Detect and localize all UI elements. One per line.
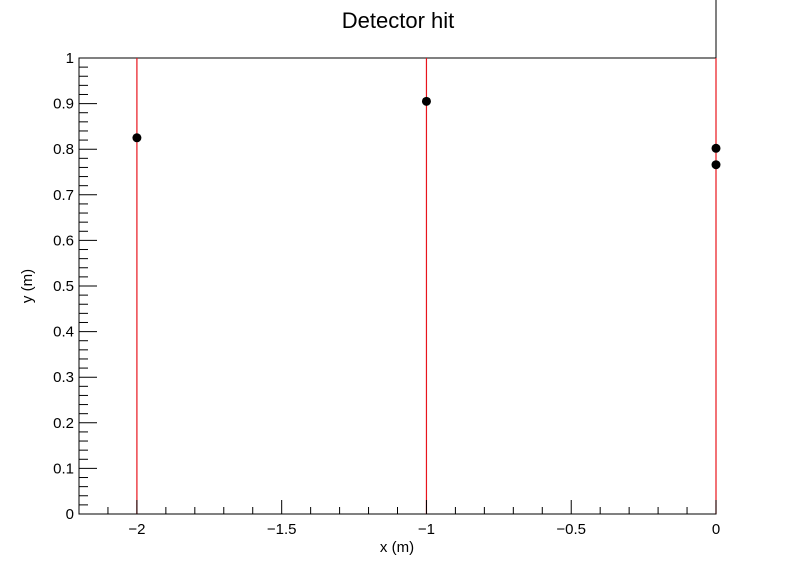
y-tick-label: 0.3 [53,369,74,386]
y-axis: 0 0.1 0.2 0.3 0.4 0.5 0.6 0.7 0.8 0.9 1 [53,50,97,523]
data-point-1 [421,96,431,106]
data-point-0 [132,133,142,143]
data-point-3 [711,160,721,170]
x-tick-label: −1.5 [267,521,297,538]
detector-lines [136,58,717,514]
x-tick-label: −2 [128,521,145,538]
data-points [132,96,721,170]
x-tick-label: −0.5 [556,521,586,538]
chart-title: Detector hit [342,8,455,33]
y-tick-label: 0 [66,506,74,523]
y-tick-label: 0.1 [53,460,74,477]
y-tick-label: 0.9 [53,96,74,113]
y-axis-label: y (m) [19,269,36,303]
y-tick-label: 1 [66,50,74,67]
y-tick-label: 0.8 [53,141,74,158]
y-tick-label: 0.5 [53,278,74,295]
x-axis-label: x (m) [380,539,414,556]
y-tick-label: 0.4 [53,324,74,341]
x-tick-label: −1 [418,521,435,538]
data-point-2 [711,143,721,153]
y-tick-label: 0.2 [53,415,74,432]
x-axis: −2 −1.5 −1 −0.5 0 [78,500,720,538]
y-tick-label: 0.6 [53,232,74,249]
y-tick-label: 0.7 [53,187,74,204]
x-tick-label: 0 [712,521,720,538]
plot-frame [78,57,717,515]
